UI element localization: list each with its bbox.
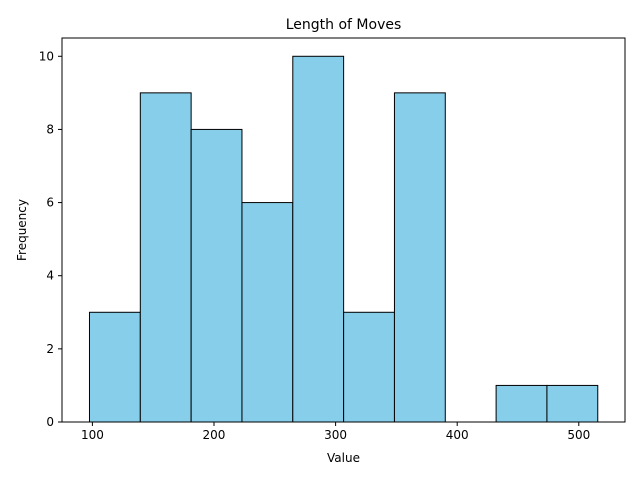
histogram-bar [393, 92, 446, 423]
histogram-bar [292, 55, 345, 423]
y-tick-label: 8 [46, 122, 54, 136]
x-tick-label: 500 [567, 428, 590, 442]
y-tick-label: 4 [46, 269, 54, 283]
histogram-bar [190, 128, 243, 423]
y-tick-label: 2 [46, 342, 54, 356]
x-axis-title: Value [327, 451, 360, 465]
histogram-bar [546, 384, 599, 423]
plot-frame [61, 37, 626, 423]
y-tick-label: 10 [39, 49, 54, 63]
x-tick-label: 400 [446, 428, 469, 442]
x-tick-label: 300 [324, 428, 347, 442]
histogram-bar [139, 92, 192, 423]
histogram-bar [343, 311, 395, 423]
histogram-bar [88, 311, 141, 423]
x-axis: 100 200 300 400 500 [81, 422, 590, 442]
y-tick-label: 0 [46, 415, 54, 429]
bars-group [88, 55, 599, 423]
y-axis: 0 2 4 6 8 10 [39, 49, 62, 429]
x-tick-label: 100 [81, 428, 104, 442]
histogram-bar [495, 384, 548, 423]
x-tick-label: 200 [203, 428, 226, 442]
y-axis-title: Frequency [15, 199, 29, 261]
chart-title: Length of Moves [286, 17, 402, 33]
y-tick-label: 6 [46, 196, 54, 210]
histogram-bar [241, 202, 294, 423]
